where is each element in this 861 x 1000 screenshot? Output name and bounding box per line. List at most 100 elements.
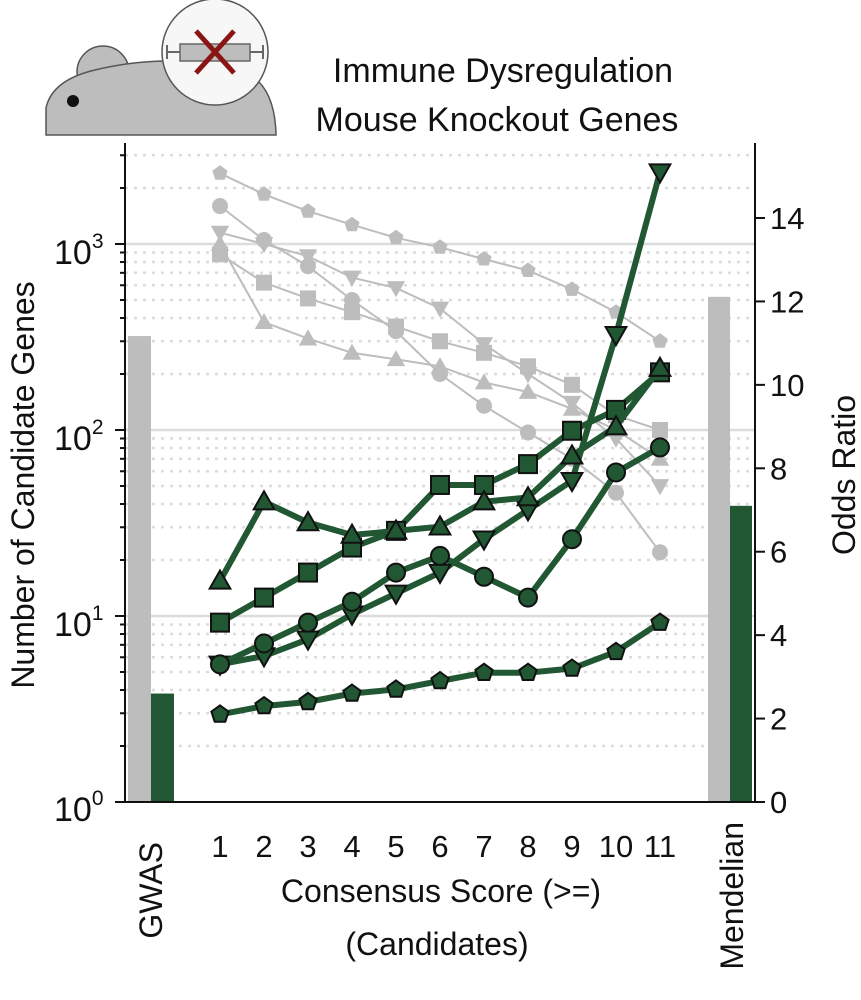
right-axis-ticks <box>755 217 765 803</box>
odds-point-pentagon <box>210 704 230 723</box>
count-point-pentagon <box>212 165 228 180</box>
count-point-circle <box>520 424 536 441</box>
odds-point-triangle-up <box>559 443 585 465</box>
odds-point-circle <box>386 562 406 583</box>
right-axis-tick-labels: 0 2 4 6 8 10 12 14 <box>770 201 804 820</box>
count-point-pentagon <box>256 186 272 201</box>
chart-title-line-2: Mouse Knockout Genes <box>316 101 679 139</box>
right-tick-label: 6 <box>770 535 787 570</box>
odds-series-pentagon <box>210 612 670 723</box>
odds-point-pentagon <box>474 662 494 681</box>
odds-point-pentagon <box>254 695 274 715</box>
count-point-triangle-up <box>210 234 230 251</box>
x-tick-label: 5 <box>387 829 404 864</box>
odds-point-circle <box>562 529 582 550</box>
odds-point-triangle-down <box>471 530 497 552</box>
y-tick-label-100: 102 <box>54 416 104 458</box>
count-point-square <box>388 318 404 335</box>
odds-point-triangle-up <box>471 489 497 511</box>
x-label-gwas: GWAS <box>133 842 169 939</box>
odds-point-pentagon <box>650 612 670 631</box>
odds-point-pentagon <box>298 691 318 711</box>
chart-title-line-1: Immune Dysregulation <box>333 52 673 90</box>
odds-point-triangle-down <box>603 326 629 348</box>
odds-point-square <box>562 420 582 441</box>
count-point-triangle-down <box>298 249 318 266</box>
right-tick-label: 8 <box>770 451 787 486</box>
odds-point-square <box>430 474 450 495</box>
count-point-triangle-up <box>474 373 494 390</box>
count-point-pentagon <box>564 281 580 296</box>
count-point-circle <box>344 291 360 308</box>
x-tick-label: 4 <box>343 829 360 864</box>
y-tick-label-1: 100 <box>54 787 104 829</box>
count-point-triangle-up <box>254 312 274 330</box>
x-tick-label: 9 <box>563 829 580 864</box>
count-point-circle <box>300 258 316 275</box>
count-point-triangle-up <box>650 449 670 466</box>
odds-point-circle <box>518 587 538 608</box>
right-tick-label: 4 <box>770 618 787 653</box>
odds-point-triangle-up <box>339 522 365 544</box>
odds-point-triangle-up <box>383 518 409 540</box>
side-bars <box>128 296 752 802</box>
count-point-triangle-up <box>386 350 406 367</box>
odds-series-triangle-down <box>207 163 673 677</box>
count-point-square <box>256 274 272 291</box>
x-tick-label: 8 <box>519 829 536 864</box>
y-tick-label-10: 101 <box>54 602 104 644</box>
x-tick-label: 6 <box>431 829 448 864</box>
odds-series-circle <box>210 437 670 675</box>
odds-point-pentagon <box>430 670 450 690</box>
right-tick-label: 12 <box>770 284 804 319</box>
odds-point-circle <box>606 462 626 483</box>
bar-gwas-odds-ratio <box>151 693 174 802</box>
odds-point-pentagon <box>518 662 538 681</box>
count-point-square <box>652 422 668 438</box>
count-series-square <box>212 246 668 438</box>
odds-point-square <box>210 612 230 633</box>
count-point-pentagon <box>432 239 448 254</box>
odds-point-square <box>518 454 538 475</box>
x-tick-label: 3 <box>299 829 316 864</box>
odds-point-pentagon <box>606 641 626 661</box>
odds-point-triangle-down <box>383 584 409 606</box>
odds-point-circle <box>430 545 450 566</box>
x-tick-label: 11 <box>644 829 676 864</box>
count-point-circle <box>212 198 228 215</box>
gridlines <box>125 154 755 748</box>
count-point-circle <box>476 397 492 414</box>
count-point-square <box>476 344 492 361</box>
count-series-pentagon <box>212 165 668 348</box>
mouse-knockout-icon <box>45 0 277 136</box>
count-point-pentagon <box>476 251 492 266</box>
x-tick-label: 1 <box>211 829 228 864</box>
right-tick-label: 0 <box>770 785 787 820</box>
odds-point-triangle-up <box>207 568 233 590</box>
count-point-pentagon <box>300 203 316 218</box>
odds-point-circle <box>650 437 670 458</box>
count-point-pentagon <box>652 333 668 348</box>
bar-gwas-count <box>128 336 151 802</box>
y-tick-label-1000: 103 <box>54 230 104 272</box>
x-axis-tick-labels: 1 2 3 4 5 6 7 8 9 10 11 <box>211 829 676 864</box>
odds-point-pentagon <box>342 683 362 702</box>
count-point-triangle-down <box>210 225 230 242</box>
count-point-square <box>344 304 360 321</box>
count-point-triangle-down <box>386 281 406 298</box>
count-point-triangle-down <box>650 479 670 496</box>
count-point-triangle-down <box>342 270 362 287</box>
odds-point-circle <box>298 612 318 633</box>
odds-point-circle <box>342 591 362 612</box>
x-tick-label: 7 <box>475 829 492 864</box>
count-point-circle <box>652 544 668 561</box>
left-axis-tick-labels: 100 101 102 103 <box>54 230 104 829</box>
count-point-pentagon <box>344 216 360 232</box>
count-point-triangle-down <box>254 237 274 254</box>
count-point-square <box>520 358 536 375</box>
odds-point-circle <box>210 654 230 675</box>
right-tick-label: 10 <box>770 368 804 403</box>
y-axis-title-right: Odds Ratio <box>826 395 861 555</box>
odds-point-pentagon <box>386 679 406 698</box>
